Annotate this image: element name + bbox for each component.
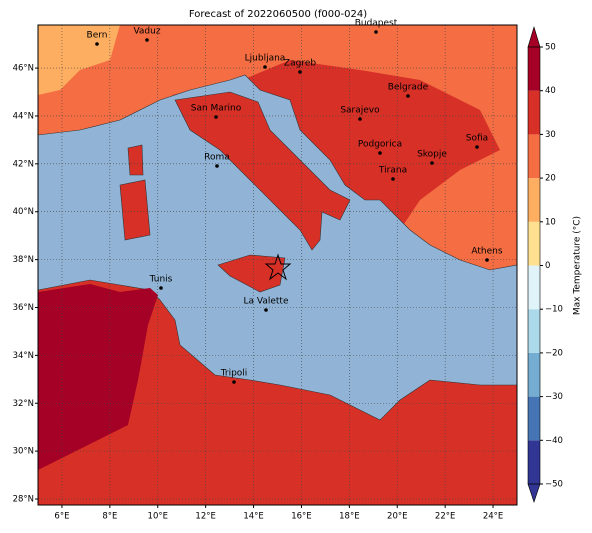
colorbar-tick-label: 40	[545, 86, 556, 96]
y-tick-label: 34°N	[13, 351, 34, 361]
city-dot	[298, 70, 302, 74]
x-tick-label: 18°E	[339, 512, 359, 522]
city-label: Tripoli	[220, 369, 248, 379]
map-frame	[37, 24, 518, 506]
colorbar-tick-label: −40	[545, 436, 563, 446]
city-label: Tirana	[378, 166, 407, 176]
sardinia	[119, 179, 151, 241]
y-tick-label: 36°N	[13, 303, 34, 313]
y-tick-label: 46°N	[13, 64, 34, 74]
y-tick-label: 44°N	[13, 111, 34, 121]
city-dot	[145, 38, 149, 42]
sea	[37, 74, 518, 421]
colorbar-band	[528, 396, 540, 441]
x-tick-label: 8°E	[102, 512, 117, 522]
city-label: Skopje	[417, 150, 447, 160]
colorbar-band	[528, 352, 540, 397]
city-label: Sofia	[466, 134, 488, 144]
city-label: Ljubljana	[245, 54, 286, 64]
colorbar-tick-label: 10	[545, 217, 556, 227]
city-label: Athens	[471, 247, 502, 257]
map-layers	[37, 25, 518, 505]
city-label: Belgrade	[388, 83, 429, 93]
colorbar-band	[528, 221, 540, 266]
city-dot	[391, 177, 395, 181]
city-label: Zagreb	[284, 59, 316, 69]
y-tick-label: 38°N	[13, 255, 34, 265]
title: Forecast of 2022060500 (f000-024)	[189, 9, 367, 20]
x-tick-label: 24°E	[483, 512, 503, 522]
city-dot	[378, 151, 382, 155]
x-tick-label: 20°E	[387, 512, 407, 522]
city-label: Podgorica	[358, 140, 402, 150]
y-tick-label: 30°N	[13, 447, 34, 457]
y-tick-label: 28°N	[13, 495, 34, 505]
city-label: Budapest	[355, 19, 398, 29]
colorbar-tick-label: −10	[545, 305, 563, 315]
y-tick-label: 32°N	[13, 399, 34, 409]
x-tick-label: 12°E	[195, 512, 215, 522]
colorbar-tick-label: −20	[545, 348, 563, 358]
city-dot	[264, 308, 268, 312]
corsica	[127, 144, 144, 176]
x-tick-label: 14°E	[243, 512, 263, 522]
colorbar-label: Max Temperature (°C)	[573, 216, 583, 315]
city-label: San Marino	[191, 104, 242, 114]
colorbar-tick-label: −50	[545, 480, 563, 490]
colorbar-band	[528, 134, 540, 179]
city-dot	[215, 164, 219, 168]
city-dot	[406, 94, 410, 98]
city-label: Roma	[204, 153, 230, 163]
city-dot	[358, 117, 362, 121]
x-tick-label: 22°E	[435, 512, 455, 522]
colorbar-extend-min	[527, 483, 541, 503]
city-label: Vaduz	[133, 27, 160, 37]
colorbar-tick-label: 0	[545, 261, 550, 271]
city-dot	[232, 380, 236, 384]
x-tick-label: 16°E	[291, 512, 311, 522]
colorbar-tick-label: 20	[545, 174, 556, 184]
y-tick-label: 40°N	[13, 207, 34, 217]
city-dot	[214, 115, 218, 119]
city-label: Sarajevo	[340, 106, 380, 116]
colorbar-band	[528, 309, 540, 353]
colorbar-tick-label: 30	[545, 130, 556, 140]
colorbar-tick-label: −30	[545, 392, 563, 402]
colorbar-extend-max	[527, 25, 541, 48]
grid: 6°E 8°E 10°E 12°E 14°E 16°E 18°E 20°E 22°E 24°E 28…	[13, 25, 517, 522]
city-dot	[374, 30, 378, 34]
colorbar-band	[528, 90, 540, 135]
hot-region	[38, 284, 158, 470]
city-label: Tunis	[149, 275, 173, 285]
city-dot	[485, 258, 489, 262]
italy	[174, 91, 351, 251]
city-dot	[95, 42, 99, 46]
colorbar: −50 −40 −30 −20 −10 0 10 20 30 40 50 Max Temperatur…	[527, 25, 583, 503]
colorbar-band	[528, 440, 540, 484]
colorbar-tick-label: 50	[545, 43, 556, 53]
city-dot	[475, 145, 479, 149]
x-tick-label: 10°E	[148, 512, 168, 522]
city-dot	[263, 65, 267, 69]
colorbar-band	[528, 265, 540, 310]
alps-cool	[38, 25, 120, 95]
x-tick-label: 6°E	[54, 512, 69, 522]
city-dot	[159, 286, 163, 290]
colorbar-band	[528, 178, 540, 222]
city-label: Bern	[87, 31, 108, 41]
y-tick-label: 42°N	[13, 159, 34, 169]
city-label: La Valette	[244, 297, 289, 307]
city-dot	[430, 161, 434, 165]
colorbar-band	[528, 47, 540, 91]
star-marker	[264, 253, 292, 281]
